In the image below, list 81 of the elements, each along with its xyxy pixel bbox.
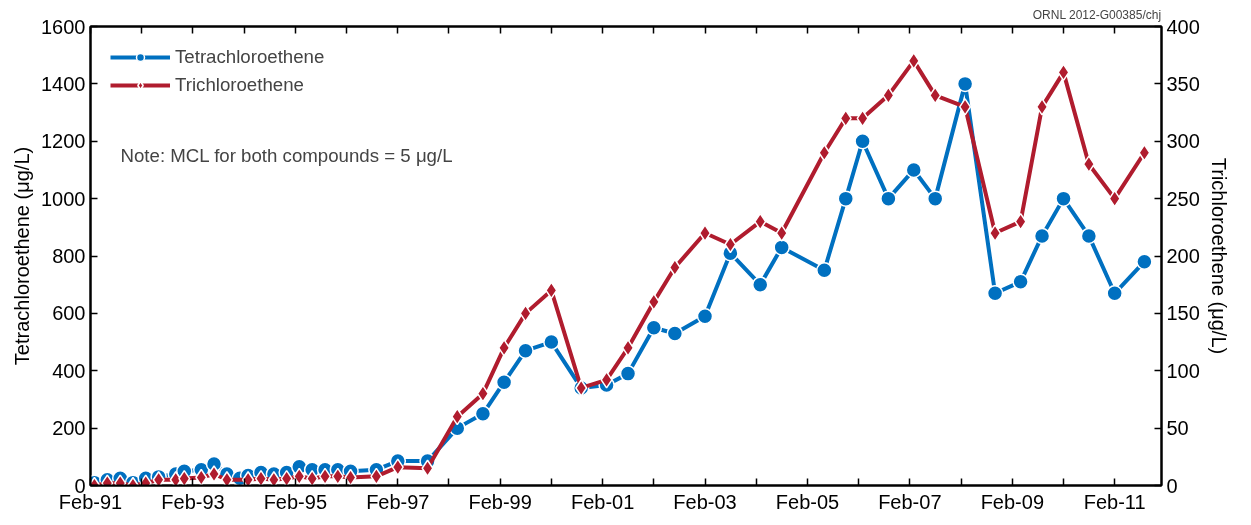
y2-tick-label: 100 [1166,359,1200,382]
x-tick-label: Feb-93 [161,490,225,513]
y2-tick-label: 350 [1166,72,1200,95]
point [1012,273,1029,291]
point [696,308,714,325]
point [926,190,944,207]
point [989,224,1002,242]
point [498,339,511,357]
y2-tick-label: 50 [1166,417,1189,440]
point [474,405,492,423]
x-tick-label: Feb-97 [366,490,430,513]
point [280,469,293,486]
y-tick-label: 400 [52,359,86,382]
y2-tick-label: 200 [1166,245,1200,267]
point [666,325,684,342]
y-tick-label: 200 [52,417,86,440]
point [169,471,182,486]
point [306,469,319,486]
point [986,285,1004,302]
point [647,293,660,311]
point [517,342,534,359]
x-tick-label: Feb-99 [468,490,532,513]
point [543,333,560,351]
point [254,469,268,486]
y2-tick-label: 150 [1166,302,1200,325]
annotation: Note: MCL for both compounds = 5 μg/L [120,144,453,166]
point [267,471,280,486]
text: ORNL 2012-G00385/chj [1032,7,1162,22]
x-tick-label: Feb-95 [263,490,328,513]
point [495,373,513,391]
y-tick-label: 1000 [41,187,86,210]
point [1033,227,1051,245]
y2-tick-label: 300 [1166,130,1200,153]
x-tick-label: Feb-03 [673,490,737,513]
point [773,239,790,256]
y-tick-label: 1200 [41,130,86,153]
y2-tick-label: 0 [1166,474,1178,497]
x-tick-label: Feb-05 [775,490,840,513]
point [1080,227,1098,245]
point [619,365,637,382]
point [178,469,191,486]
y-tick-label: 600 [52,302,86,325]
legend-label: Trichloroethene [175,74,304,96]
x-tick-label: Feb-09 [980,490,1045,513]
y2-axis-title: Trichloroethene (μg/L) [1207,157,1230,355]
point [1055,190,1072,207]
point [837,190,855,207]
point [621,339,635,357]
point [854,133,871,150]
point [958,98,972,116]
point [344,468,357,486]
point [775,224,788,242]
point [318,467,332,486]
point [880,190,897,207]
point [220,471,233,486]
y2-tick-label: 250 [1166,187,1200,210]
point [751,276,769,293]
point [956,75,974,93]
point [600,371,613,389]
x-tick-label: Feb-01 [570,490,635,513]
y-tick-label: 1600 [41,15,86,38]
point [698,224,712,242]
point [207,465,221,483]
point [1106,285,1123,302]
point [816,262,833,279]
point [391,458,404,476]
legend-label: Tetrachloroethene [175,46,325,68]
y-tick-label: 1400 [41,72,86,95]
point [1035,98,1049,116]
point [1082,155,1095,173]
y-tick-label: 800 [52,245,86,267]
point [242,471,255,486]
point [1136,253,1153,270]
point [195,468,208,486]
point [645,319,663,336]
y-axis-title: Tetrachloroethene (μg/L) [11,146,34,366]
y2-tick-label: 400 [1166,15,1200,38]
x-tick-label: Feb-07 [878,490,942,513]
x-tick-label: Feb-11 [1083,490,1146,513]
point [905,161,923,179]
point [907,52,920,70]
